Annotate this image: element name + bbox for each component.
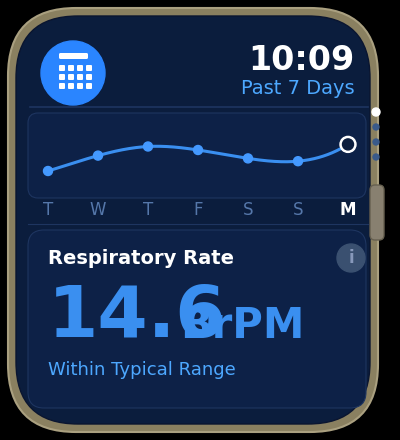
Text: T: T [143, 201, 153, 219]
Text: 10:09: 10:09 [249, 44, 355, 77]
Circle shape [337, 244, 365, 272]
Circle shape [340, 136, 356, 152]
FancyBboxPatch shape [77, 65, 83, 71]
FancyBboxPatch shape [28, 113, 366, 198]
Text: i: i [348, 249, 354, 267]
FancyBboxPatch shape [16, 16, 370, 424]
Circle shape [373, 154, 379, 160]
Circle shape [144, 142, 152, 151]
Circle shape [94, 151, 102, 160]
FancyBboxPatch shape [86, 83, 92, 89]
Circle shape [373, 124, 379, 130]
Text: S: S [293, 201, 303, 219]
Circle shape [44, 166, 52, 176]
Text: 14.6: 14.6 [48, 283, 226, 352]
Text: BrPM: BrPM [180, 305, 304, 347]
FancyBboxPatch shape [370, 185, 384, 240]
FancyBboxPatch shape [59, 83, 65, 89]
Circle shape [342, 139, 354, 150]
Text: S: S [243, 201, 253, 219]
FancyBboxPatch shape [68, 83, 74, 89]
FancyBboxPatch shape [77, 83, 83, 89]
Circle shape [373, 139, 379, 145]
FancyBboxPatch shape [28, 230, 366, 408]
Circle shape [244, 154, 252, 163]
Circle shape [194, 146, 202, 154]
FancyBboxPatch shape [8, 8, 378, 432]
Circle shape [294, 157, 302, 166]
FancyBboxPatch shape [77, 74, 83, 80]
FancyBboxPatch shape [59, 74, 65, 80]
Text: M: M [340, 201, 356, 219]
Circle shape [372, 108, 380, 116]
Text: Within Typical Range: Within Typical Range [48, 361, 236, 379]
FancyBboxPatch shape [86, 74, 92, 80]
Circle shape [41, 41, 105, 105]
FancyBboxPatch shape [59, 53, 88, 59]
FancyBboxPatch shape [68, 74, 74, 80]
FancyBboxPatch shape [59, 65, 65, 71]
Text: T: T [43, 201, 53, 219]
Text: Past 7 Days: Past 7 Days [241, 78, 355, 98]
FancyBboxPatch shape [86, 65, 92, 71]
FancyBboxPatch shape [68, 65, 74, 71]
Text: Respiratory Rate: Respiratory Rate [48, 249, 234, 268]
Text: F: F [193, 201, 203, 219]
Text: W: W [90, 201, 106, 219]
